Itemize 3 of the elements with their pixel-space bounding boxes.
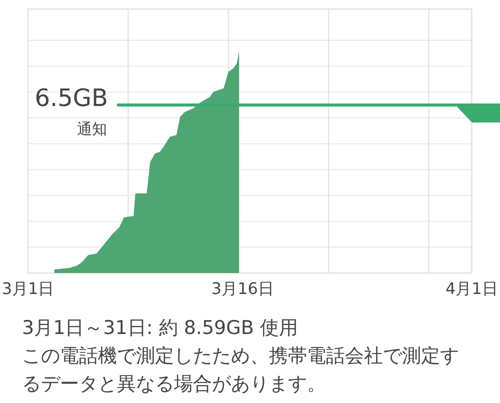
annotation: この電話機で測定したため、携帯電話会社で測定するデータと異なる場合があります。 [22, 344, 460, 397]
annotation: 3月1日～31日: 約 8.59GB 使用 [22, 316, 299, 341]
annotation: 通知 [77, 120, 107, 138]
